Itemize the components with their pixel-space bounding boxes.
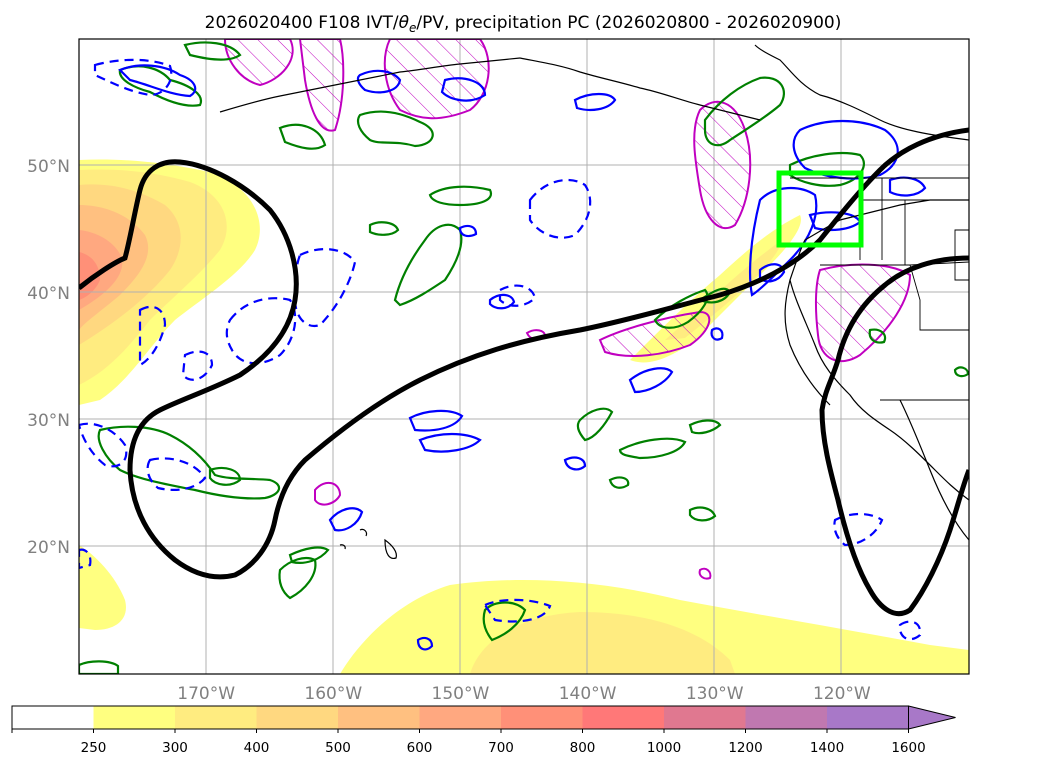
title-suffix: /PV, precipitation PC (2026020800 - 2026… — [416, 13, 841, 33]
colorbar-segment — [12, 706, 94, 729]
colorbar: 250 300 400 500 600 700 800 1000 1200 1400 1600 — [11, 705, 956, 756]
lon-tick-label: 130°W — [686, 684, 744, 704]
colorbar-segment — [664, 706, 746, 729]
lon-tick-label: 150°W — [432, 684, 490, 704]
colorbar-segment — [175, 706, 257, 729]
longitude-tick-labels: 170°W 160°W 150°W 140°W 130°W 120°W — [177, 684, 871, 704]
title-prefix: 2026020400 F108 IVT/ — [205, 13, 399, 33]
colorbar-label: 500 — [325, 740, 351, 756]
colorbar-extend-arrow — [908, 705, 956, 730]
title-theta: θ — [399, 13, 410, 33]
colorbar-segment — [501, 706, 583, 729]
lat-tick-label: 20°N — [27, 538, 70, 558]
colorbar-label: 1400 — [810, 740, 844, 756]
colorbar-segment — [745, 706, 828, 729]
figure-title: 2026020400 F108 IVT/θe/PV, precipitation… — [205, 13, 842, 35]
lon-tick-label: 140°W — [559, 684, 617, 704]
colorbar-segment — [256, 706, 339, 729]
pv-contours — [223, 39, 912, 580]
colorbar-label: 400 — [244, 740, 270, 756]
lon-tick-label: 120°W — [813, 684, 871, 704]
colorbar-label: 700 — [488, 740, 514, 756]
colorbar-label: 300 — [162, 740, 188, 756]
colorbar-segment — [338, 706, 420, 729]
target-region-box — [776, 170, 864, 248]
colorbar-label: 250 — [81, 740, 107, 756]
lon-tick-label: 160°W — [304, 684, 362, 704]
colorbar-segment — [419, 706, 502, 729]
title-subscript: e — [409, 21, 416, 35]
lat-tick-label: 40°N — [27, 284, 70, 304]
lon-tick-label: 170°W — [177, 684, 235, 704]
lat-tick-label: 30°N — [27, 411, 70, 431]
colorbar-label: 1600 — [891, 740, 925, 756]
colorbar-frame — [11, 705, 909, 730]
colorbar-label: 1200 — [728, 740, 762, 756]
colorbar-label: 800 — [570, 740, 596, 756]
map-frame — [78, 38, 970, 675]
political-borders — [790, 177, 969, 401]
colorbar-segment — [582, 706, 665, 729]
ivt-thick-contours — [79, 127, 969, 617]
latitude-tick-labels: 50°N 40°N 30°N 20°N — [27, 157, 70, 558]
lat-tick-label: 50°N — [27, 157, 70, 177]
colorbar-label: 1000 — [647, 740, 681, 756]
colorbar-segment — [93, 706, 176, 729]
colorbar-label: 600 — [407, 740, 433, 756]
colorbar-segment — [827, 706, 909, 729]
map-area — [79, 39, 969, 674]
